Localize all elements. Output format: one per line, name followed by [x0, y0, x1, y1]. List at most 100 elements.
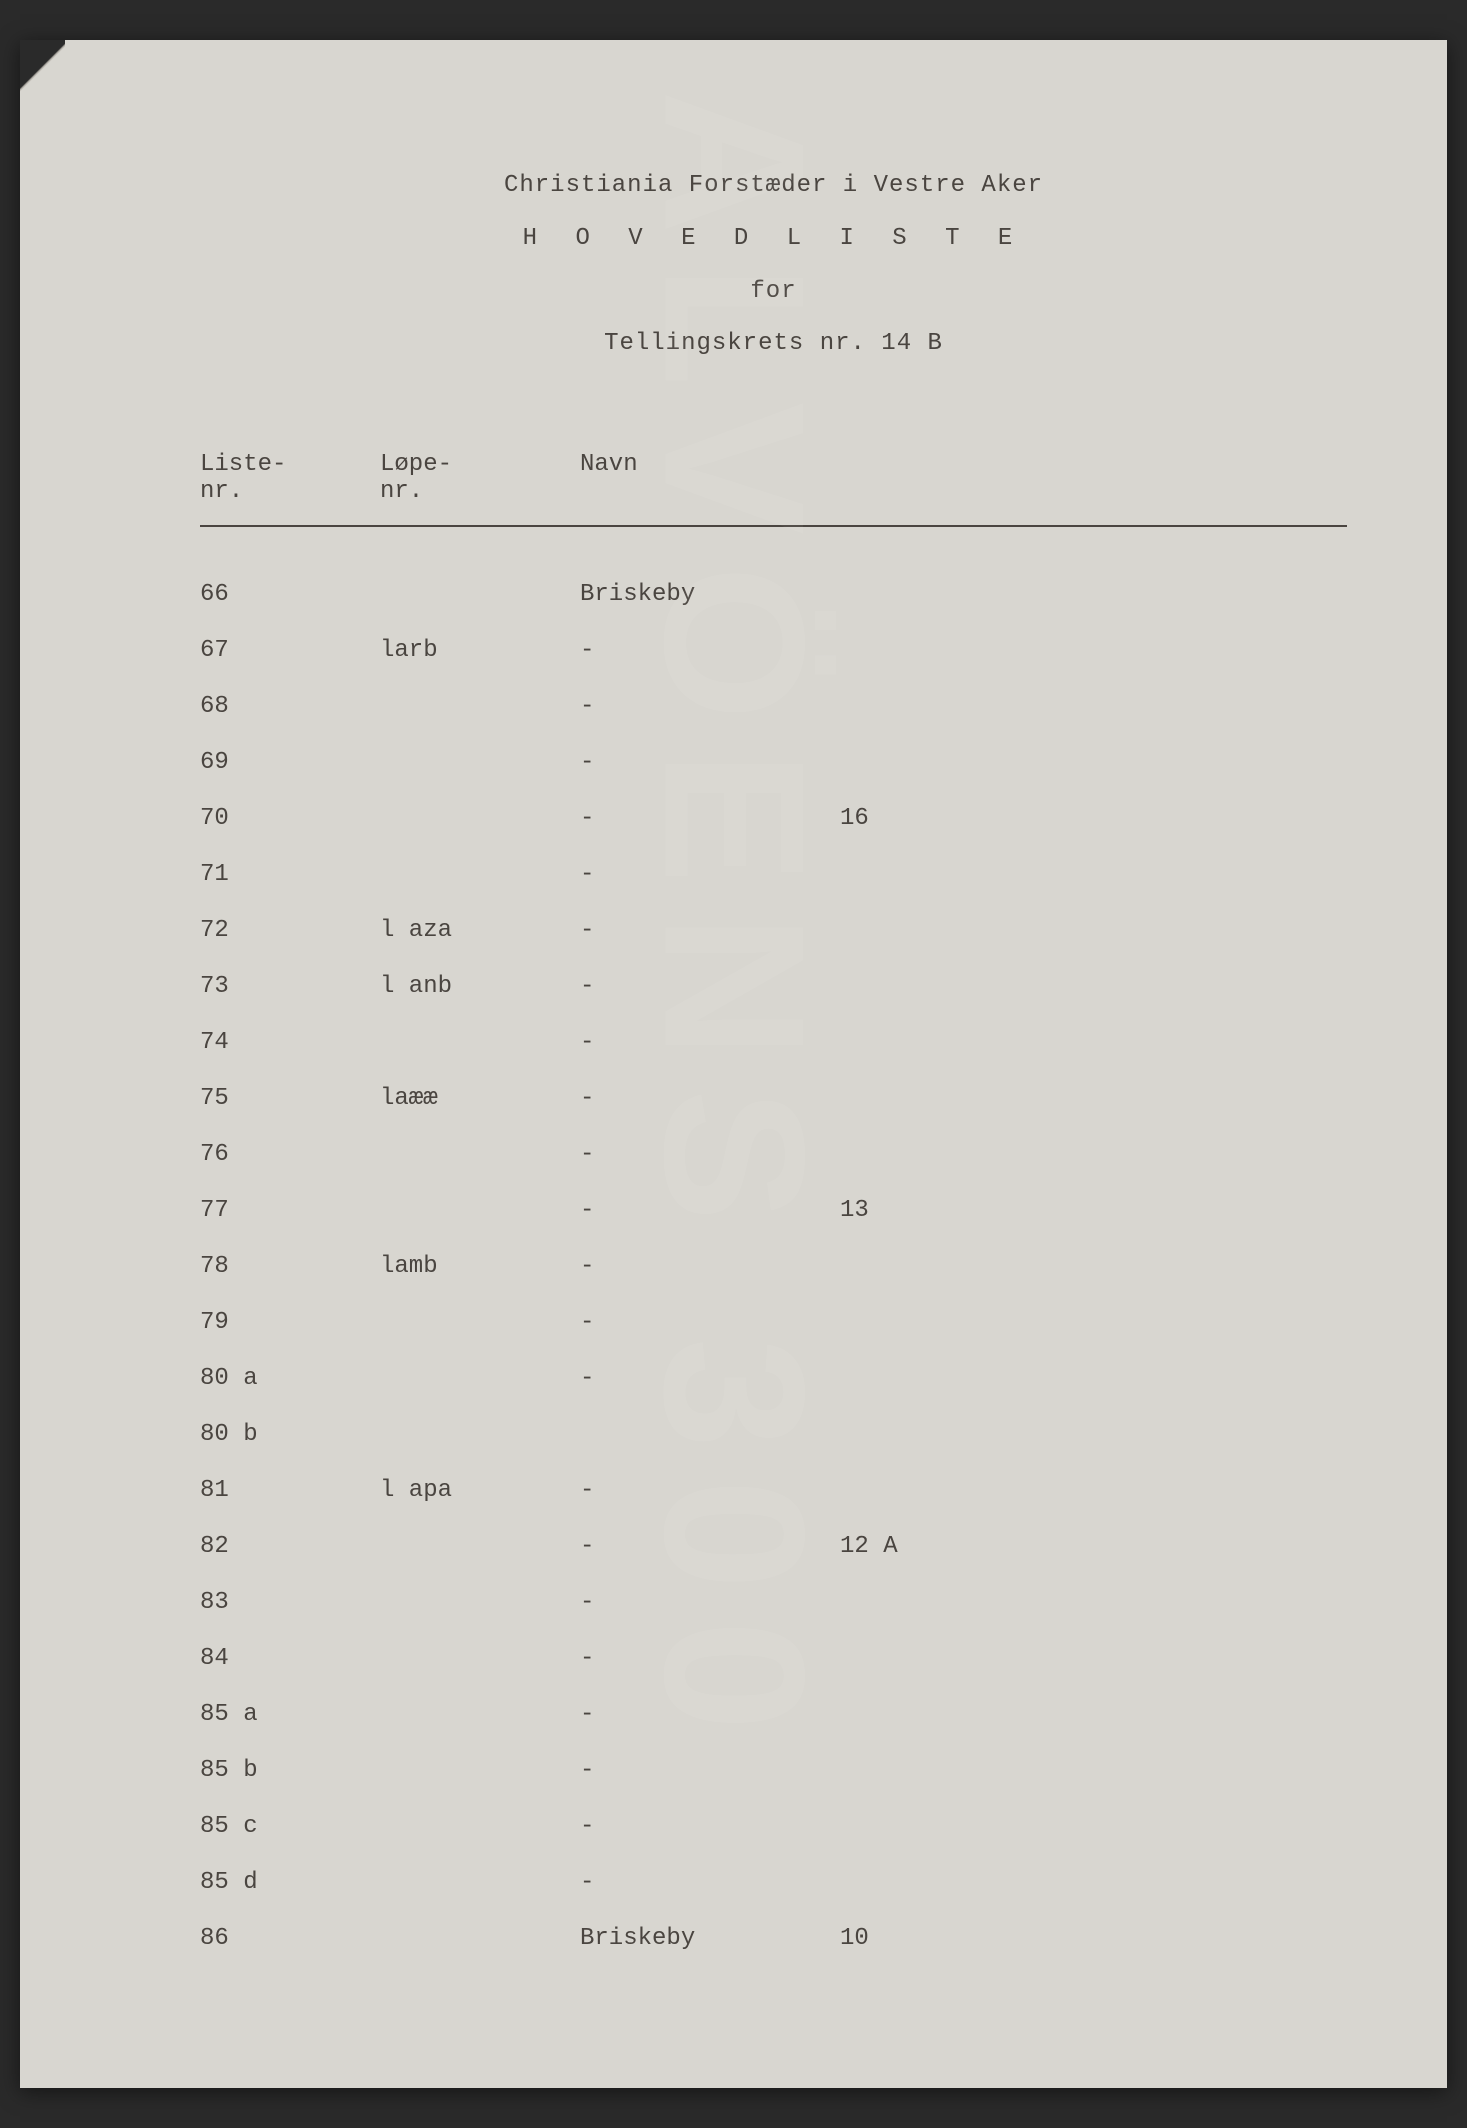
cell-liste: 69	[200, 751, 380, 775]
cell-extra	[840, 1871, 1347, 1895]
cell-extra	[840, 1759, 1347, 1783]
table-row: 72l aza-	[200, 903, 1347, 959]
cell-extra	[840, 1591, 1347, 1615]
table-row: 84-	[200, 1631, 1347, 1687]
cell-extra	[840, 975, 1347, 999]
header-line-4: Tellingskrets nr. 14 B	[200, 318, 1347, 371]
table-row: 82-12 A	[200, 1519, 1347, 1575]
table-row: 66 Briskeby	[200, 567, 1347, 623]
cell-liste: 83	[200, 1591, 380, 1615]
cell-liste: 81	[200, 1479, 380, 1503]
cell-extra	[840, 695, 1347, 719]
cell-liste: 85 b	[200, 1759, 380, 1783]
table-row: 68 -	[200, 679, 1347, 735]
cell-liste: 85 a	[200, 1703, 380, 1727]
table-row: 85 a -	[200, 1687, 1347, 1743]
cell-extra	[840, 1423, 1347, 1447]
cell-extra	[840, 919, 1347, 943]
cell-extra: 10	[840, 1927, 1347, 1951]
cell-navn: -	[580, 1143, 840, 1167]
cell-lope	[380, 1031, 580, 1055]
cell-liste: 73	[200, 975, 380, 999]
cell-lope	[380, 863, 580, 887]
cell-liste: 80 b	[200, 1423, 380, 1447]
cell-navn	[580, 1423, 840, 1447]
table-area: Liste- nr. Løpe- nr. Navn 66 Briskeby 67la…	[200, 451, 1347, 1967]
table-row: 67larb-	[200, 623, 1347, 679]
cell-liste: 85 c	[200, 1815, 380, 1839]
cell-liste: 68	[200, 695, 380, 719]
cell-extra: 13	[840, 1199, 1347, 1223]
cell-lope	[380, 1927, 580, 1951]
cell-extra	[840, 1647, 1347, 1671]
cell-lope	[380, 1311, 580, 1335]
cell-liste: 74	[200, 1031, 380, 1055]
cell-lope	[380, 1535, 580, 1559]
cell-navn: -	[580, 807, 840, 831]
cell-liste: 82	[200, 1535, 380, 1559]
cell-navn: -	[580, 1367, 840, 1391]
cell-extra	[840, 583, 1347, 607]
cell-navn: -	[580, 975, 840, 999]
cell-navn: -	[580, 1815, 840, 1839]
cell-navn: -	[580, 1647, 840, 1671]
cell-lope: l aza	[380, 919, 580, 943]
header-line-1: Christiania Forstæder i Vestre Aker	[200, 160, 1347, 213]
table-row: 86Briskeby10	[200, 1911, 1347, 1967]
cell-liste: 71	[200, 863, 380, 887]
cell-extra	[840, 1311, 1347, 1335]
cell-lope	[380, 807, 580, 831]
cell-liste: 66	[200, 583, 380, 607]
cell-navn: -	[580, 919, 840, 943]
table-row: 79-	[200, 1295, 1347, 1351]
cell-navn: -	[580, 1479, 840, 1503]
column-header-lope: Løpe- nr.	[380, 451, 580, 505]
cell-extra	[840, 1703, 1347, 1727]
cell-navn: -	[580, 1703, 840, 1727]
cell-navn: -	[580, 1759, 840, 1783]
table-rows: 66Briskeby67larb-68-69-70-1671-72l aza-7…	[200, 567, 1347, 1967]
cell-liste: 79	[200, 1311, 380, 1335]
cell-lope: lamb	[380, 1255, 580, 1279]
table-row: 70-16	[200, 791, 1347, 847]
table-row: 85 d -	[200, 1855, 1347, 1911]
column-header-liste: Liste- nr.	[200, 451, 380, 505]
cell-lope	[380, 1871, 580, 1895]
cell-navn: -	[580, 1871, 840, 1895]
cell-navn: -	[580, 1031, 840, 1055]
cell-navn: Briskeby	[580, 583, 840, 607]
cell-navn: -	[580, 1087, 840, 1111]
cell-liste: 86	[200, 1927, 380, 1951]
table-row: 77 -13	[200, 1183, 1347, 1239]
header-title: H O V E D L I S T E	[200, 213, 1347, 266]
table-header: Liste- nr. Løpe- nr. Navn	[200, 451, 1347, 527]
cell-liste: 70	[200, 807, 380, 831]
cell-lope	[380, 583, 580, 607]
column-header-extra	[840, 451, 1347, 505]
cell-liste: 77	[200, 1199, 380, 1223]
cell-navn: -	[580, 695, 840, 719]
cell-lope: larb	[380, 639, 580, 663]
table-row: 71-	[200, 847, 1347, 903]
cell-lope	[380, 1199, 580, 1223]
cell-navn: -	[580, 751, 840, 775]
cell-lope	[380, 1143, 580, 1167]
table-row: 75laææ-	[200, 1071, 1347, 1127]
table-row: 80 a-	[200, 1351, 1347, 1407]
cell-liste: 85 d	[200, 1871, 380, 1895]
cell-extra	[840, 751, 1347, 775]
cell-extra	[840, 1367, 1347, 1391]
table-row: 85 b -	[200, 1743, 1347, 1799]
cell-extra	[840, 1143, 1347, 1167]
cell-extra	[840, 1031, 1347, 1055]
table-row: 76 -	[200, 1127, 1347, 1183]
cell-liste: 76	[200, 1143, 380, 1167]
table-row: 69 -	[200, 735, 1347, 791]
cell-navn: -	[580, 1591, 840, 1615]
header-line-3: for	[200, 266, 1347, 319]
cell-navn: -	[580, 639, 840, 663]
column-header-navn: Navn	[580, 451, 840, 505]
cell-extra	[840, 1479, 1347, 1503]
cell-lope: l apa	[380, 1479, 580, 1503]
cell-navn: -	[580, 1199, 840, 1223]
